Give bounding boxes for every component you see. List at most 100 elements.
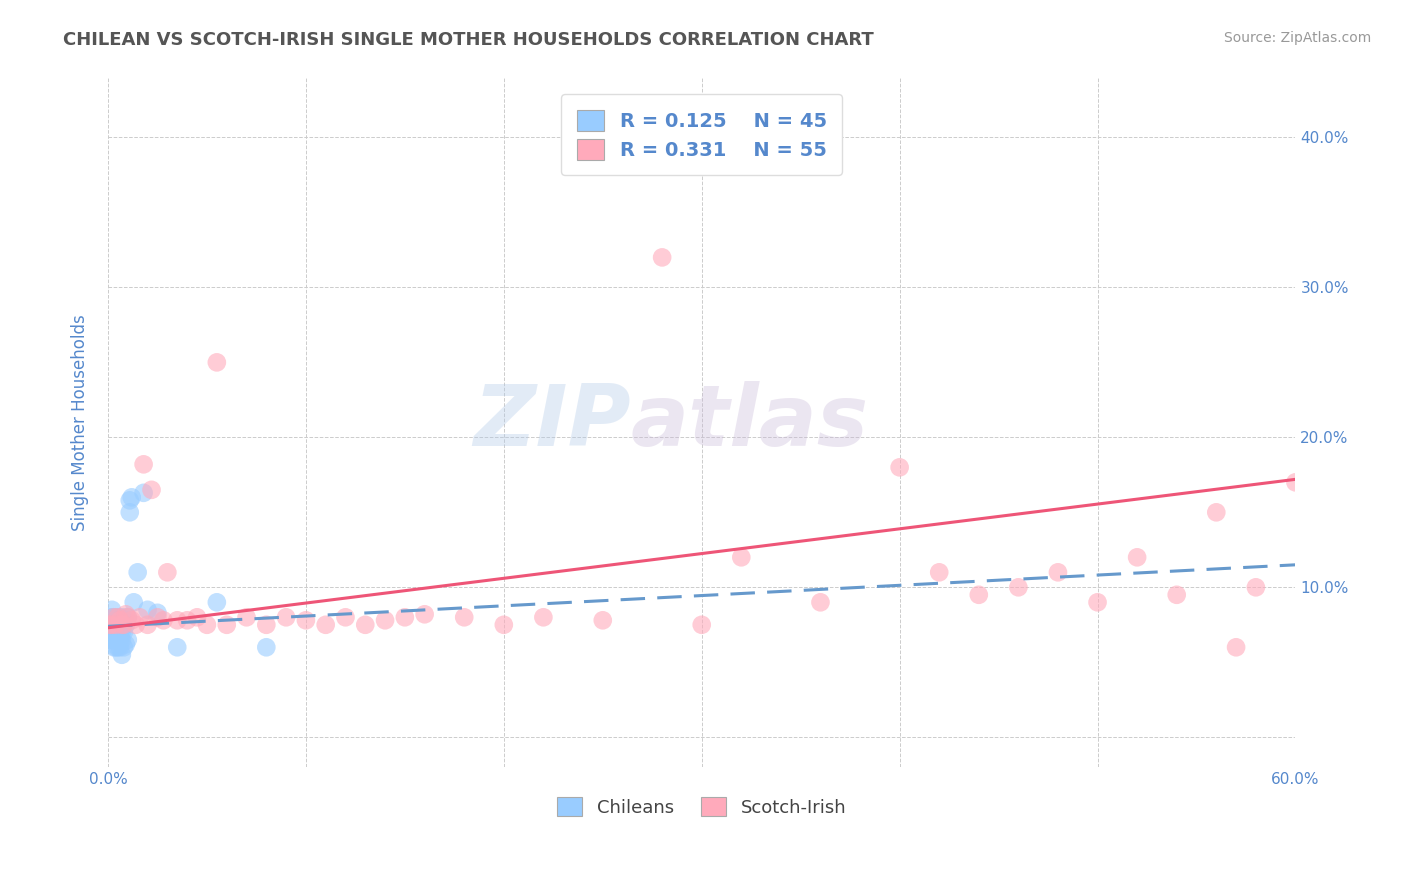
Point [111,632,134,647]
Point [118,505,141,519]
Point [103,617,125,632]
Point [354,617,377,632]
Point [101,617,124,632]
Point [531,610,554,624]
Point [128,610,150,624]
Point [108,625,131,640]
Point [107,628,129,642]
Point [108,632,131,647]
Point [146,610,169,624]
Text: atlas: atlas [630,381,869,464]
Point [1166,588,1188,602]
Point [335,610,357,624]
Point [1244,580,1267,594]
Point [156,566,179,580]
Point [121,491,143,505]
Point [1205,505,1227,519]
Point [967,588,990,602]
Point [453,610,475,624]
Point [117,610,139,624]
Text: Source: ZipAtlas.com: Source: ZipAtlas.com [1223,31,1371,45]
Point [122,595,145,609]
Point [104,640,127,655]
Point [315,617,337,632]
Point [152,613,174,627]
Point [651,251,673,265]
Point [98,617,121,632]
Point [112,617,135,632]
Point [176,613,198,627]
Point [146,606,169,620]
Point [111,617,134,632]
Point [108,640,131,655]
Point [104,617,127,632]
Text: ZIP: ZIP [472,381,630,464]
Point [107,610,129,624]
Point [114,617,136,632]
Point [98,617,121,632]
Point [107,640,129,655]
Point [112,640,135,655]
Point [235,610,257,624]
Point [104,610,127,624]
Point [205,355,228,369]
Point [166,613,188,627]
Legend: Chileans, Scotch-Irish: Chileans, Scotch-Irish [550,789,853,824]
Point [101,603,124,617]
Point [394,610,416,624]
Point [215,617,238,632]
Point [374,613,396,627]
Point [121,613,143,627]
Point [195,617,218,632]
Point [254,640,277,655]
Point [295,613,318,627]
Point [101,617,124,632]
Point [132,486,155,500]
Point [889,460,911,475]
Point [928,566,950,580]
Point [141,483,163,497]
Point [690,617,713,632]
Point [114,607,136,622]
Point [98,610,121,624]
Point [117,632,139,647]
Point [112,625,135,640]
Point [1007,580,1029,594]
Point [103,610,125,624]
Point [107,632,129,647]
Point [1225,640,1247,655]
Point [104,625,127,640]
Point [730,550,752,565]
Point [108,613,131,627]
Point [1087,595,1109,609]
Point [413,607,436,622]
Point [136,617,159,632]
Point [111,625,134,640]
Point [103,632,125,647]
Point [127,566,149,580]
Point [108,610,131,624]
Point [111,617,134,632]
Point [1046,566,1069,580]
Point [117,610,139,624]
Point [104,632,127,647]
Point [103,625,125,640]
Point [254,617,277,632]
Point [592,613,614,627]
Point [111,648,134,662]
Point [186,610,208,624]
Text: CHILEAN VS SCOTCH-IRISH SINGLE MOTHER HOUSEHOLDS CORRELATION CHART: CHILEAN VS SCOTCH-IRISH SINGLE MOTHER HO… [63,31,875,49]
Point [136,603,159,617]
Point [112,610,135,624]
Point [104,617,127,632]
Point [107,617,129,632]
Point [125,617,148,632]
Point [132,458,155,472]
Point [118,493,141,508]
Point [166,640,188,655]
Point [1284,475,1306,490]
Point [205,595,228,609]
Point [274,610,297,624]
Y-axis label: Single Mother Households: Single Mother Households [72,314,89,531]
Point [103,610,125,624]
